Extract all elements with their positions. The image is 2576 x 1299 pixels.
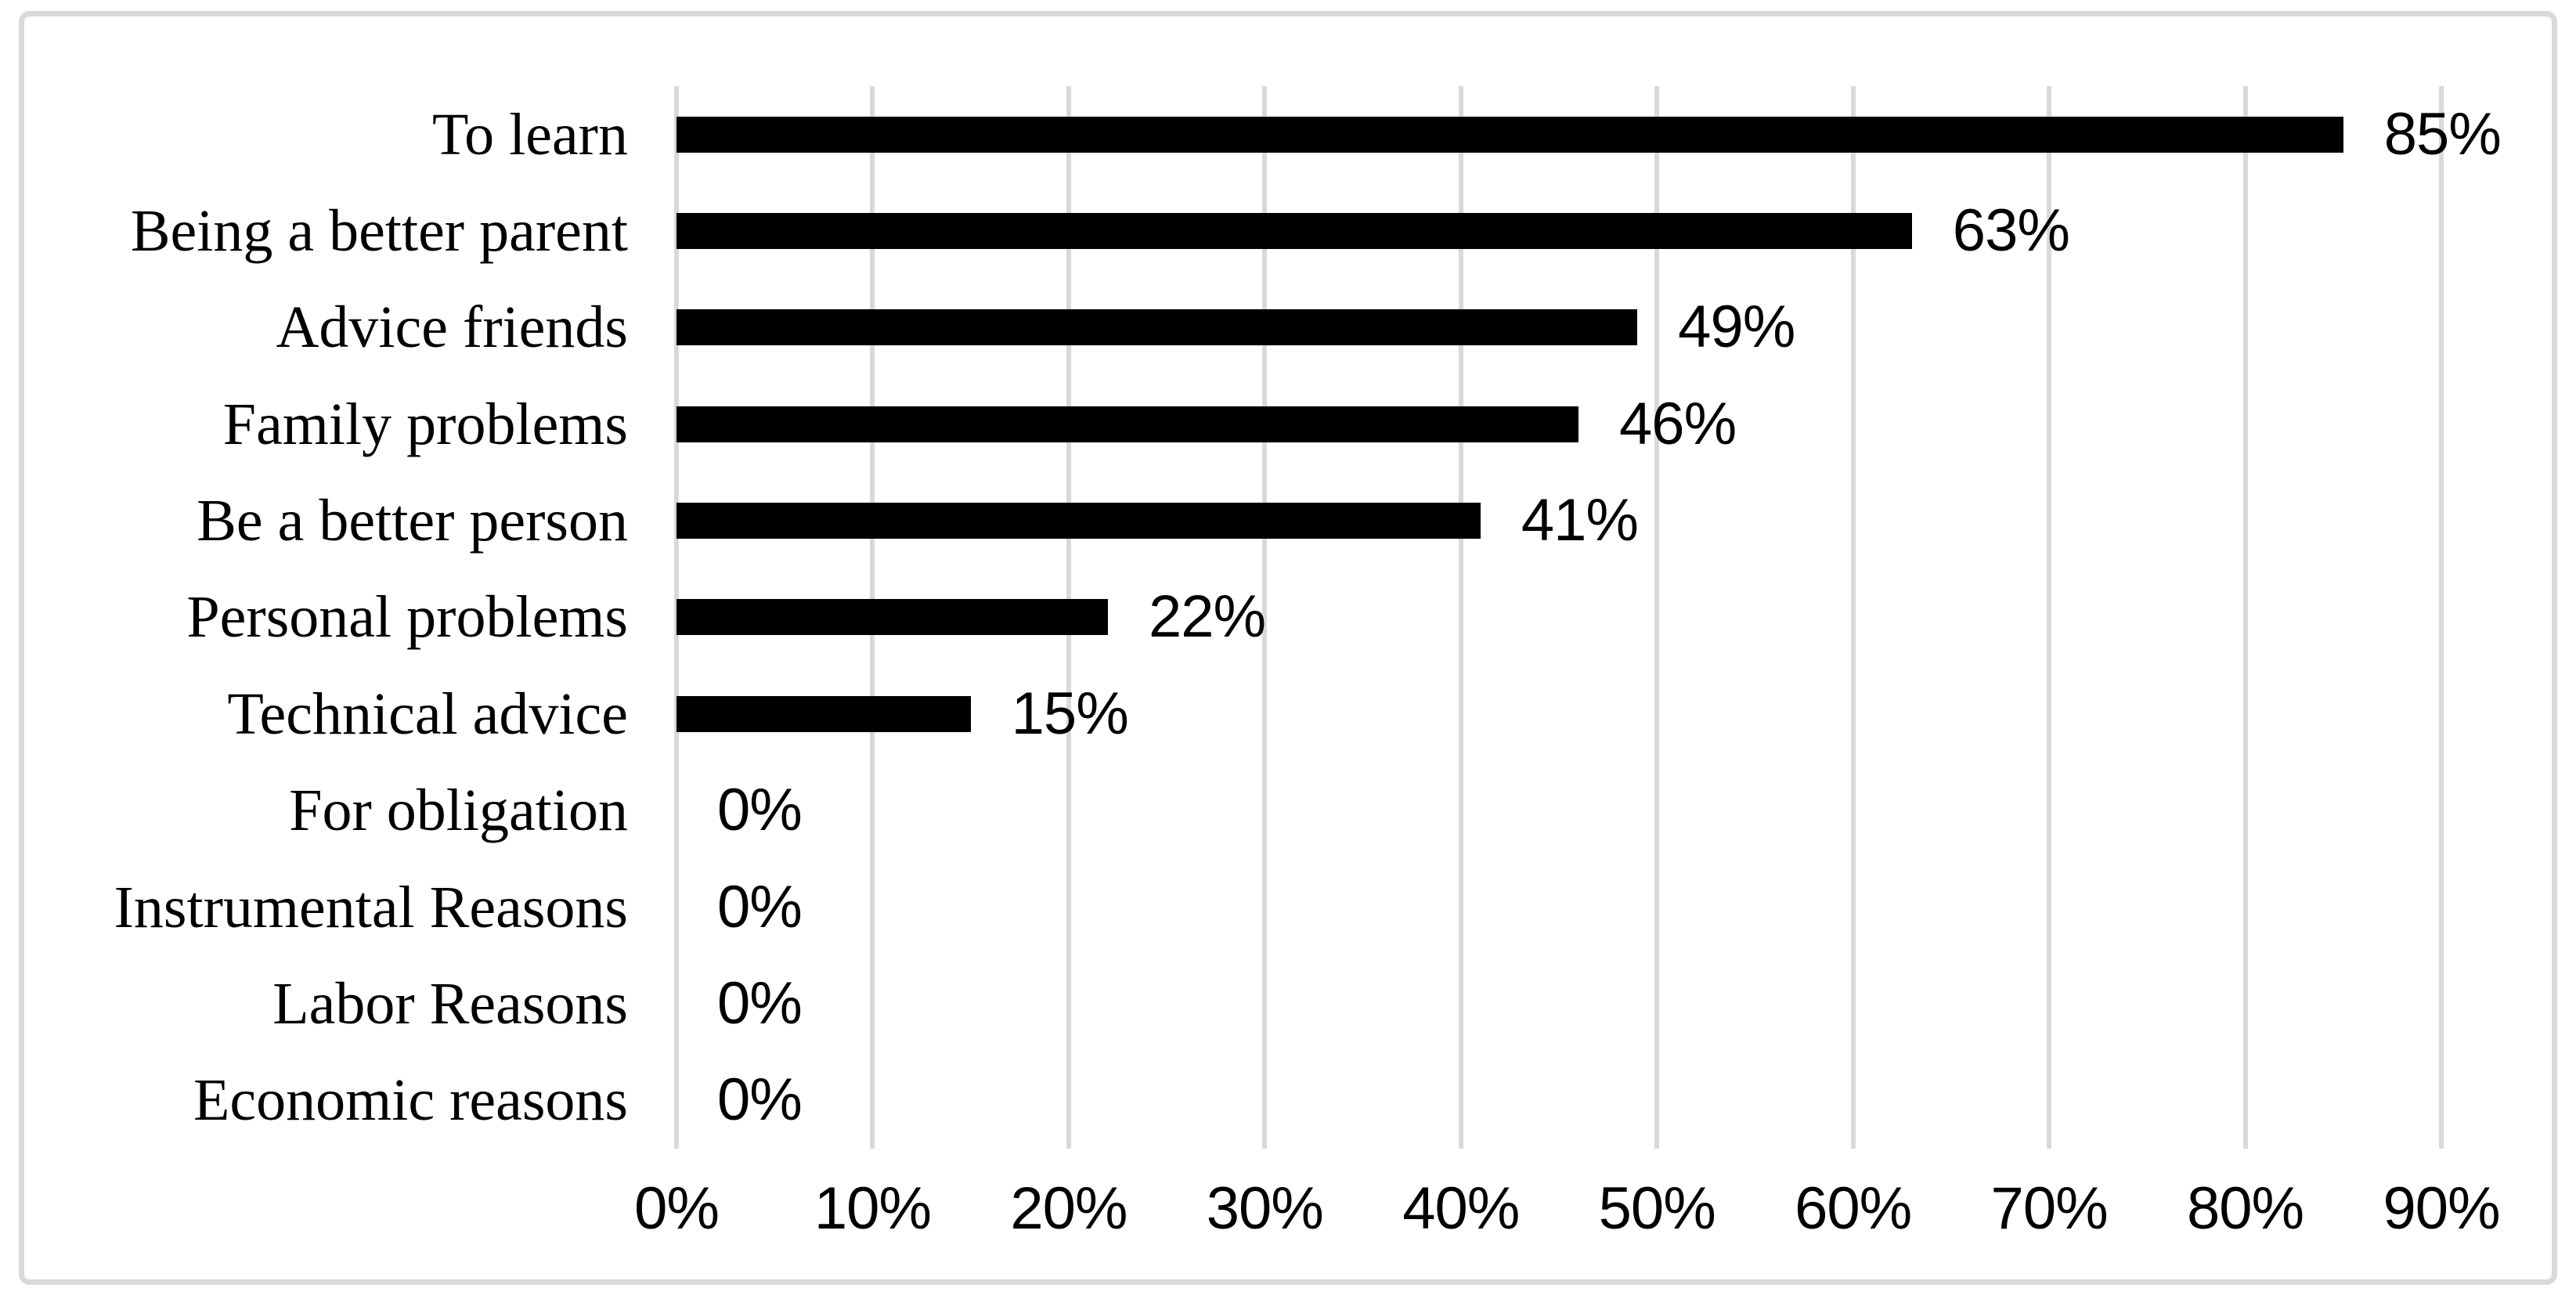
bar-track: 41% — [676, 472, 2441, 568]
x-tick-label: 70% — [1990, 1175, 2109, 1242]
bar-row: To learn 85% — [24, 86, 2552, 182]
bar — [676, 116, 2343, 153]
value-label: 22% — [1148, 583, 1266, 651]
category-label: Advice friends — [276, 294, 628, 361]
category-label: Be a better person — [197, 488, 628, 554]
gridline — [1850, 86, 1856, 1149]
value-label: 46% — [1619, 390, 1737, 457]
value-label: 0% — [717, 1066, 803, 1134]
bar-row: Personal problems 22% — [24, 569, 2552, 666]
x-tick-label: 30% — [1206, 1175, 1324, 1242]
bar — [676, 599, 1108, 636]
bar-row: Be a better person 41% — [24, 472, 2552, 568]
value-label: 15% — [1011, 680, 1129, 747]
category-label: Technical advice — [227, 680, 628, 747]
x-tick-label: 80% — [2186, 1175, 2304, 1242]
x-tick-label: 60% — [1795, 1175, 1912, 1242]
bar-track: 0% — [676, 763, 2441, 859]
gridline — [1262, 86, 1268, 1149]
bar — [676, 503, 1481, 539]
gridline — [2242, 86, 2248, 1149]
category-label: Economic reasons — [193, 1067, 628, 1134]
bar-row: Instrumental Reasons 0% — [24, 859, 2552, 955]
bar-row: Advice friends 49% — [24, 280, 2552, 376]
bar-track: 0% — [676, 955, 2441, 1052]
x-tick-label: 10% — [814, 1175, 932, 1242]
gridline — [2047, 86, 2052, 1149]
bar-row: For obligation 0% — [24, 763, 2552, 859]
bar-track: 63% — [676, 182, 2441, 279]
x-tick-label: 50% — [1598, 1175, 1716, 1242]
chart-frame: To learn 85% Being a better parent 63% Advic… — [19, 11, 2557, 1285]
bar — [676, 309, 1638, 346]
bar-track: 0% — [676, 1052, 2441, 1149]
value-label: 0% — [717, 777, 803, 844]
value-label: 0% — [717, 969, 803, 1037]
bar-row: Family problems 46% — [24, 376, 2552, 472]
bar-row: Economic reasons 0% — [24, 1052, 2552, 1149]
bar-track: 85% — [676, 86, 2502, 182]
category-label: Family problems — [222, 391, 628, 457]
bar — [676, 406, 1579, 442]
bar — [676, 695, 971, 732]
bar-track: 49% — [676, 280, 2441, 376]
value-label: 41% — [1521, 487, 1639, 554]
bar-track: 46% — [676, 376, 2441, 472]
value-label: 85% — [2383, 100, 2502, 168]
category-label: Labor Reasons — [272, 970, 628, 1037]
category-label: Personal problems — [186, 584, 628, 651]
bar-row: Being a better parent 63% — [24, 182, 2552, 279]
x-tick-label: 20% — [1010, 1175, 1127, 1242]
category-label: Being a better parent — [130, 198, 628, 265]
bar-row: Technical advice 15% — [24, 666, 2552, 762]
value-label: 0% — [717, 873, 803, 940]
value-label: 63% — [1952, 197, 2070, 265]
bar-track: 22% — [676, 569, 2441, 666]
category-label: Instrumental Reasons — [114, 874, 628, 940]
bar-row: Labor Reasons 0% — [24, 955, 2552, 1052]
value-label: 49% — [1678, 294, 1795, 361]
x-tick-label: 90% — [2383, 1175, 2500, 1242]
category-label: To learn — [431, 101, 628, 168]
gridline — [1654, 86, 1660, 1149]
x-tick-label: 40% — [1402, 1175, 1520, 1242]
bar-rows: To learn 85% Being a better parent 63% Advic… — [24, 86, 2552, 1149]
gridline — [1458, 86, 1463, 1149]
bar-track: 15% — [676, 666, 2441, 762]
bar — [676, 213, 1912, 250]
bar-track: 0% — [676, 859, 2441, 955]
x-axis: 0% 10% 20% 30% 40% 50% 60% 70% 80% 90% — [634, 1166, 2500, 1252]
x-tick-label: 0% — [634, 1175, 720, 1242]
category-label: For obligation — [289, 778, 628, 844]
gridline — [2439, 86, 2444, 1149]
